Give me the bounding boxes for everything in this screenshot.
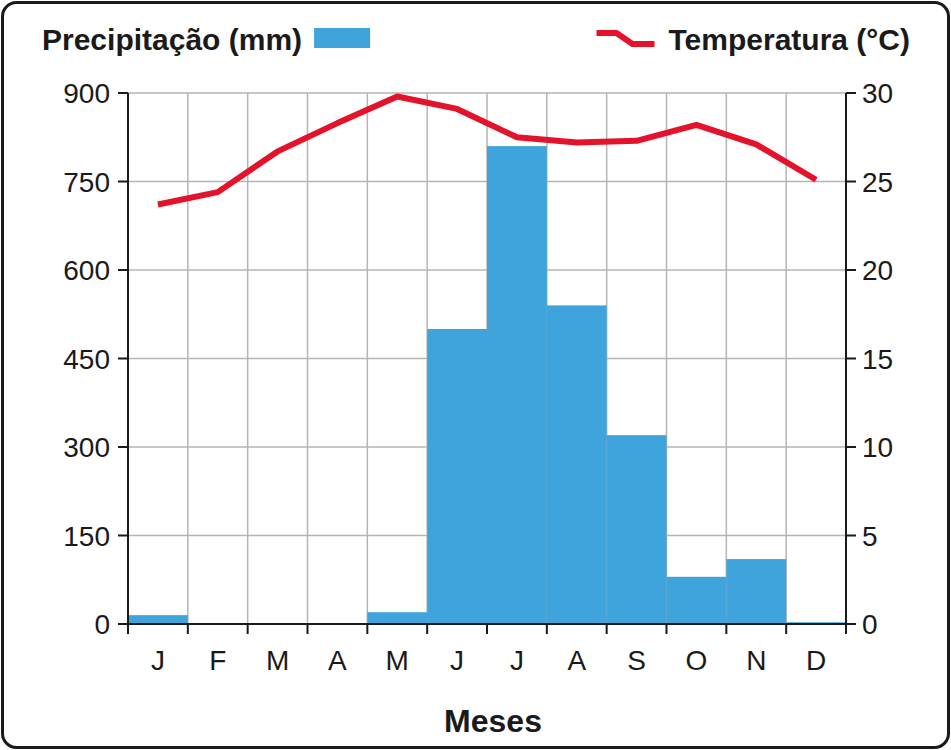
tick <box>846 446 856 448</box>
tick <box>118 181 128 183</box>
tick <box>118 535 128 537</box>
grid-line <box>307 93 309 624</box>
tick-label: 25 <box>862 167 893 198</box>
bar <box>128 615 188 624</box>
tick-label: 900 <box>63 78 110 109</box>
tick <box>846 181 856 183</box>
tick <box>846 358 856 360</box>
bar <box>667 577 727 624</box>
tick-label: F <box>209 645 226 676</box>
tick-label: J <box>151 645 165 676</box>
tick <box>666 624 668 634</box>
tick-label: D <box>806 645 826 676</box>
tick <box>846 623 856 625</box>
tick <box>187 624 189 634</box>
tick <box>725 624 727 634</box>
tick <box>118 358 128 360</box>
tick <box>546 624 548 634</box>
legend-label: Precipitação (mm) <box>42 23 302 56</box>
bar <box>726 559 786 624</box>
tick <box>785 624 787 634</box>
tick <box>307 624 309 634</box>
line <box>158 97 816 205</box>
tick-label: 10 <box>862 432 893 463</box>
tick-label: 600 <box>63 255 110 286</box>
tick <box>247 624 249 634</box>
tick-label: S <box>627 645 646 676</box>
grid-line <box>726 93 728 624</box>
tick-label: 450 <box>63 344 110 375</box>
tick-label: O <box>686 645 708 676</box>
tick-label: M <box>266 645 289 676</box>
tick-label: 750 <box>63 167 110 198</box>
tick-label: 0 <box>862 609 878 640</box>
tick-label: 150 <box>63 521 110 552</box>
frame <box>3 3 949 748</box>
tick <box>426 624 428 634</box>
tick-label: N <box>746 645 766 676</box>
tick-label: M <box>386 645 409 676</box>
tick-label: A <box>567 645 586 676</box>
grid-line <box>785 93 787 624</box>
legend-swatch <box>314 28 370 48</box>
tick <box>846 535 856 537</box>
tick-label: 5 <box>862 521 878 552</box>
tick <box>118 623 128 625</box>
tick <box>846 92 856 94</box>
tick-label: 300 <box>63 432 110 463</box>
tick-label: 30 <box>862 78 893 109</box>
tick-label: 15 <box>862 344 893 375</box>
legend-swatch <box>597 33 655 44</box>
bar <box>547 305 607 624</box>
tick-label: J <box>450 645 464 676</box>
tick <box>118 446 128 448</box>
tick <box>846 269 856 271</box>
grid-line <box>187 93 189 624</box>
tick-label: A <box>328 645 347 676</box>
tick <box>845 624 847 634</box>
chart: 0 150 300 450 600 750 900 0 5 10 15 20 25 30 J F M A M J J A S… <box>0 0 951 750</box>
legend-label: Temperatura (°C) <box>669 23 910 56</box>
tick <box>127 624 129 634</box>
tick <box>118 92 128 94</box>
tick <box>606 624 608 634</box>
tick-label: 20 <box>862 255 893 286</box>
legend: Precipitação (mm) Temperatura (°C) <box>42 23 910 56</box>
axis-title: Meses <box>444 703 542 739</box>
tick <box>486 624 488 634</box>
tick <box>118 269 128 271</box>
tick-label: J <box>510 645 524 676</box>
bar <box>367 612 427 624</box>
plot-area <box>128 97 846 624</box>
bar <box>487 146 547 624</box>
grid-line <box>367 93 369 624</box>
tick-label: 0 <box>94 609 110 640</box>
bar <box>607 435 667 624</box>
bar <box>427 329 487 624</box>
tick <box>366 624 368 634</box>
